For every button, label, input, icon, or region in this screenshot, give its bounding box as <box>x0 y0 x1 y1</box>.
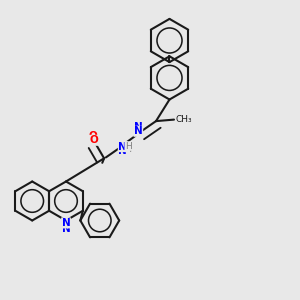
Text: N: N <box>61 218 70 228</box>
Text: N: N <box>134 126 143 136</box>
Text: H: H <box>125 142 131 151</box>
Text: N: N <box>118 146 127 156</box>
Text: N: N <box>134 122 143 132</box>
Text: CH₃: CH₃ <box>176 115 192 124</box>
Text: O: O <box>89 131 98 141</box>
Text: O: O <box>89 135 98 145</box>
Text: H: H <box>124 146 131 154</box>
Text: N: N <box>61 224 70 233</box>
Text: N: N <box>118 142 127 152</box>
